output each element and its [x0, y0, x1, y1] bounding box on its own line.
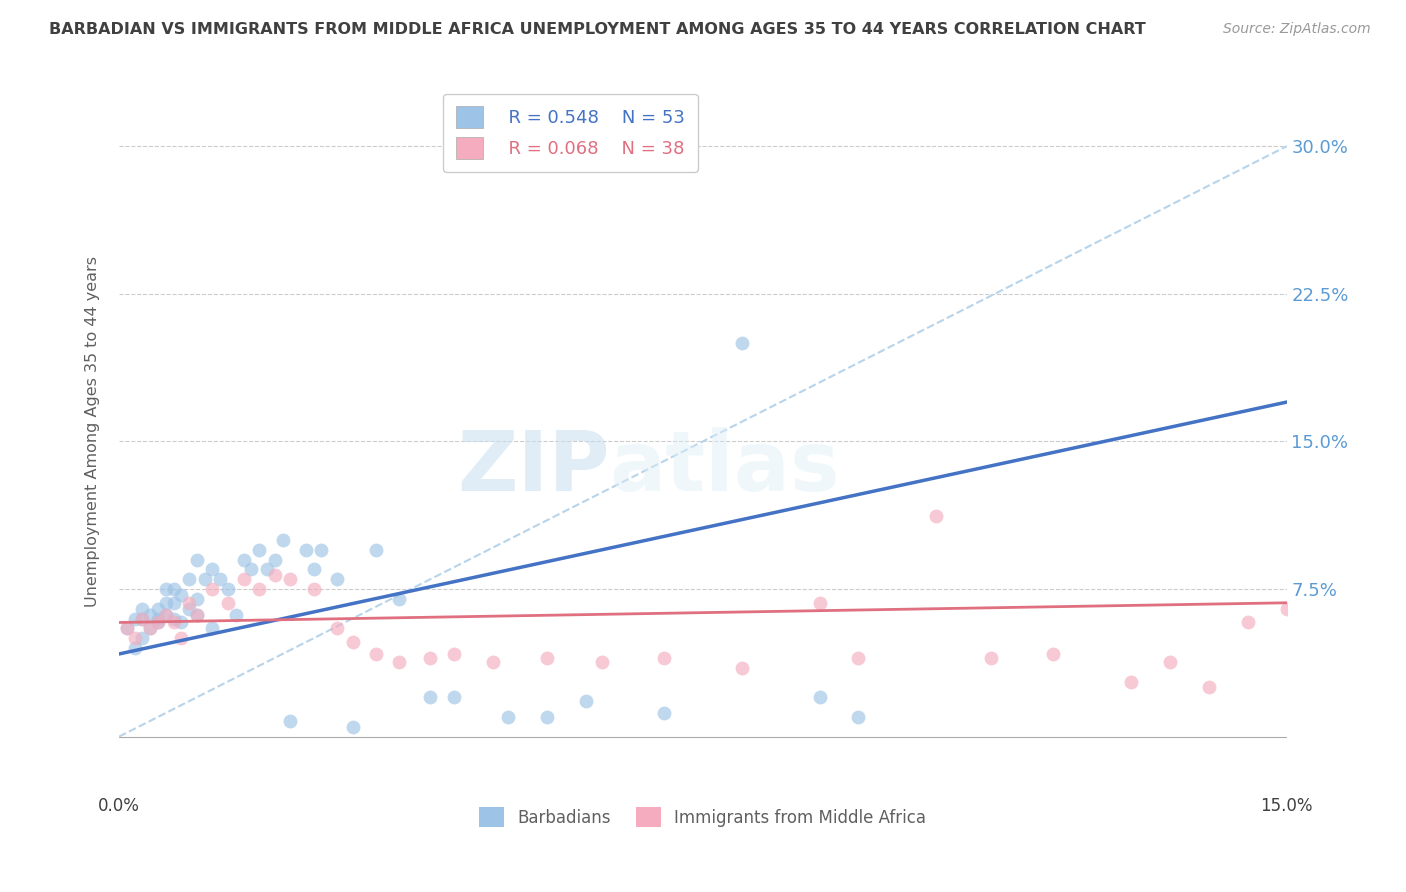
Point	[170, 631, 193, 645]
Point	[326, 572, 349, 586]
Point	[162, 582, 184, 596]
Point	[980, 651, 1002, 665]
Point	[232, 552, 254, 566]
Point	[278, 714, 301, 728]
Point	[808, 690, 831, 705]
Point	[186, 591, 208, 606]
Point	[808, 596, 831, 610]
Point	[162, 611, 184, 625]
Point	[443, 647, 465, 661]
Point	[232, 572, 254, 586]
Point	[115, 621, 138, 635]
Point	[186, 607, 208, 622]
Point	[1042, 647, 1064, 661]
Point	[1236, 615, 1258, 630]
Point	[146, 611, 169, 625]
Point	[240, 562, 263, 576]
Point	[162, 615, 184, 630]
Point	[146, 615, 169, 630]
Point	[177, 572, 200, 586]
Point	[155, 596, 177, 610]
Point	[186, 607, 208, 622]
Point	[731, 661, 754, 675]
Point	[419, 651, 441, 665]
Point	[201, 562, 224, 576]
Point	[278, 572, 301, 586]
Point	[217, 582, 239, 596]
Point	[131, 611, 153, 625]
Point	[201, 621, 224, 635]
Point	[364, 542, 387, 557]
Point	[302, 562, 325, 576]
Point	[342, 720, 364, 734]
Point	[155, 607, 177, 622]
Point	[575, 694, 598, 708]
Text: ZIP: ZIP	[457, 426, 609, 508]
Point	[139, 607, 162, 622]
Point	[225, 607, 247, 622]
Point	[217, 596, 239, 610]
Y-axis label: Unemployment Among Ages 35 to 44 years: Unemployment Among Ages 35 to 44 years	[86, 256, 100, 607]
Point	[419, 690, 441, 705]
Point	[131, 631, 153, 645]
Point	[155, 582, 177, 596]
Point	[170, 615, 193, 630]
Point	[1119, 674, 1142, 689]
Point	[1198, 681, 1220, 695]
Point	[731, 336, 754, 351]
Text: BARBADIAN VS IMMIGRANTS FROM MIDDLE AFRICA UNEMPLOYMENT AMONG AGES 35 TO 44 YEAR: BARBADIAN VS IMMIGRANTS FROM MIDDLE AFRI…	[49, 22, 1146, 37]
Point	[311, 542, 333, 557]
Text: Source: ZipAtlas.com: Source: ZipAtlas.com	[1223, 22, 1371, 37]
Point	[256, 562, 278, 576]
Point	[536, 651, 558, 665]
Legend: Barbadians, Immigrants from Middle Africa: Barbadians, Immigrants from Middle Afric…	[472, 800, 934, 834]
Point	[177, 596, 200, 610]
Point	[1159, 655, 1181, 669]
Point	[124, 641, 146, 656]
Point	[263, 552, 285, 566]
Point	[115, 621, 138, 635]
Point	[496, 710, 519, 724]
Point	[155, 607, 177, 622]
Point	[247, 582, 270, 596]
Point	[364, 647, 387, 661]
Point	[443, 690, 465, 705]
Point	[388, 591, 411, 606]
Point	[131, 611, 153, 625]
Point	[162, 596, 184, 610]
Point	[295, 542, 318, 557]
Point	[124, 611, 146, 625]
Point	[201, 582, 224, 596]
Point	[652, 651, 675, 665]
Point	[139, 621, 162, 635]
Point	[848, 710, 870, 724]
Point	[146, 615, 169, 630]
Point	[925, 509, 948, 524]
Point	[263, 568, 285, 582]
Point	[326, 621, 349, 635]
Point	[124, 631, 146, 645]
Point	[186, 552, 208, 566]
Point	[146, 601, 169, 615]
Point	[302, 582, 325, 596]
Point	[170, 588, 193, 602]
Point	[139, 621, 162, 635]
Point	[194, 572, 217, 586]
Point	[652, 706, 675, 720]
Point	[342, 635, 364, 649]
Point	[247, 542, 270, 557]
Point	[848, 651, 870, 665]
Point	[536, 710, 558, 724]
Point	[209, 572, 232, 586]
Point	[177, 601, 200, 615]
Point	[591, 655, 613, 669]
Point	[271, 533, 294, 547]
Point	[481, 655, 503, 669]
Point	[388, 655, 411, 669]
Point	[131, 601, 153, 615]
Text: atlas: atlas	[609, 426, 841, 508]
Point	[1275, 601, 1298, 615]
